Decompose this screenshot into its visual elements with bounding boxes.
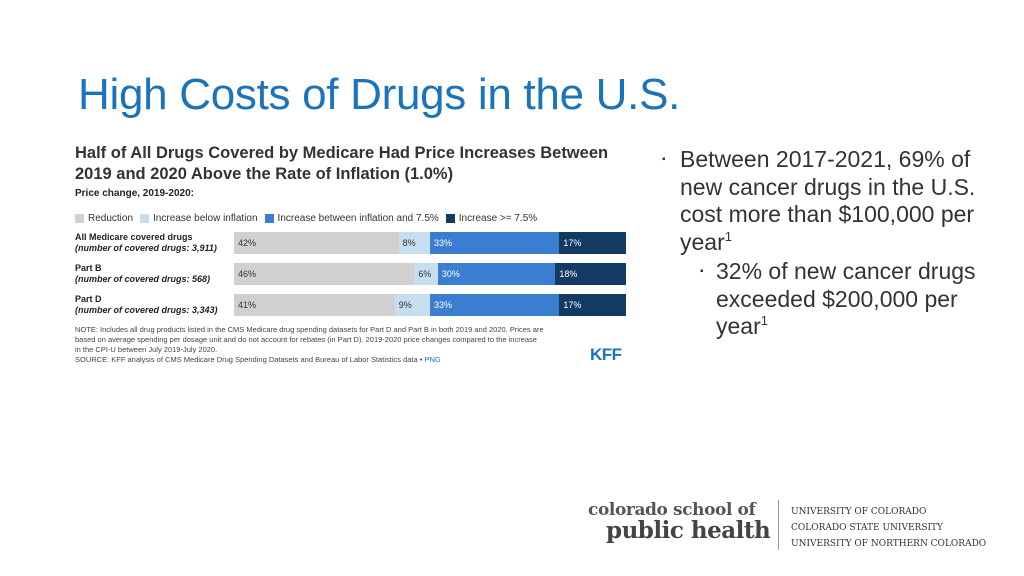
data-label: 42%: [238, 238, 257, 248]
category-label: All Medicare covered drugs (number of cov…: [75, 232, 234, 254]
category-count: (number of covered drugs: 568): [75, 274, 211, 284]
university-name: COLORADO STATE UNIVERSITY: [791, 523, 943, 533]
note-line: in the CPI-U between July 2019-July 2020…: [75, 345, 218, 354]
legend-swatch: [264, 214, 274, 223]
bullet-level2-text: 32% of new cancer drugs exceeded $200,00…: [716, 258, 976, 339]
chart-subtitle: Price change, 2019-2020:: [75, 188, 194, 199]
category-name: Part B: [75, 263, 102, 273]
legend-label: Increase >= 7.5%: [458, 213, 538, 224]
bullet-marker-icon: ▪: [662, 154, 666, 165]
footer-divider: [778, 500, 779, 550]
bullet-level1: ▪ Between 2017-2021, 69% of new cancer d…: [662, 146, 1002, 256]
data-label: 18%: [559, 269, 578, 279]
source-text: SOURCE: KFF analysis of CMS Medicare Dru…: [75, 355, 423, 364]
category-name: All Medicare covered drugs: [75, 232, 193, 242]
bullet-list: ▪ Between 2017-2021, 69% of new cancer d…: [662, 146, 1002, 341]
data-label: 33%: [433, 300, 452, 310]
bullet-marker-icon: ▪: [700, 266, 704, 277]
legend-item: Reduction: [75, 213, 133, 224]
legend-swatch: [445, 214, 455, 223]
bullet-level1-text: Between 2017-2021, 69% of new cancer dru…: [680, 146, 976, 255]
school-name-line1: colorado school of: [588, 500, 756, 520]
legend-label: Increase between inflation and 7.5%: [277, 213, 439, 224]
stacked-bar: 46% 6% 30% 18%: [234, 263, 626, 285]
category-label: Part B (number of covered drugs: 568): [75, 263, 234, 285]
school-name-line2: public health: [606, 517, 771, 544]
legend-swatch: [140, 214, 150, 223]
data-label: 30%: [441, 269, 460, 279]
bar-segment: 46%: [234, 263, 415, 285]
data-label: 46%: [238, 269, 257, 279]
kff-logo: KFF: [590, 345, 622, 364]
data-label: 8%: [402, 238, 416, 248]
category-count: (number of covered drugs: 3,911): [75, 243, 217, 253]
legend-label: Reduction: [88, 213, 134, 224]
bar-row: Part D (number of covered drugs: 3,343) 41…: [75, 294, 630, 316]
chart-legend: Reduction Increase below inflation Increas…: [75, 213, 630, 224]
png-link[interactable]: PNG: [424, 355, 441, 364]
bar-segment: 42%: [234, 232, 399, 254]
bar-segment: 17%: [559, 232, 626, 254]
data-label: 9%: [398, 300, 412, 310]
note-line: based on average spending per dosage uni…: [75, 335, 537, 344]
university-name: UNIVERSITY OF COLORADO: [791, 507, 927, 517]
data-label: 17%: [563, 238, 582, 248]
bar-segment: 6%: [414, 263, 438, 285]
university-list: UNIVERSITY OF COLORADO COLORADO STATE UN…: [791, 504, 986, 552]
data-label: 6%: [418, 269, 432, 279]
bar-segment: 33%: [429, 294, 560, 316]
stacked-bar: 42% 8% 33% 17%: [234, 232, 626, 254]
legend-label: Increase below inflation: [153, 213, 258, 224]
bar-segment: 18%: [555, 263, 626, 285]
data-label: 17%: [563, 300, 582, 310]
chart-title: Half of All Drugs Covered by Medicare Ha…: [75, 144, 609, 183]
data-label: 41%: [238, 300, 257, 310]
legend-item: Increase between inflation and 7.5%: [264, 213, 439, 224]
stacked-bar-chart: Half of All Drugs Covered by Medicare Ha…: [75, 143, 630, 388]
stacked-bar: 41% 9% 33% 17%: [234, 294, 626, 316]
bar-row: Part B (number of covered drugs: 568) 46% 6…: [75, 263, 630, 285]
legend-swatch: [75, 214, 84, 223]
category-name: Part D: [75, 294, 102, 304]
category-label: Part D (number of covered drugs: 3,343): [75, 294, 234, 316]
bar-segment: 8%: [398, 232, 430, 254]
legend-item: Increase below inflation: [140, 213, 258, 224]
chart-note: NOTE: Includes all drug products listed …: [75, 325, 585, 365]
legend-item: Increase >= 7.5%: [445, 213, 538, 224]
footnote-ref: 1: [724, 228, 732, 244]
bar-segment: 17%: [559, 294, 626, 316]
university-name: UNIVERSITY OF NORTHERN COLORADO: [791, 539, 987, 549]
footnote-ref: 1: [760, 313, 768, 328]
slide-title: High Costs of Drugs in the U.S.: [78, 70, 681, 119]
bar-segment: 41%: [234, 294, 395, 316]
bar-segment: 9%: [394, 294, 430, 316]
chart-rows: All Medicare covered drugs (number of cov…: [75, 232, 630, 316]
bullet-level2: ▪ 32% of new cancer drugs exceeded $200,…: [662, 258, 1002, 341]
note-line: NOTE: Includes all drug products listed …: [75, 325, 544, 334]
data-label: 33%: [433, 238, 452, 248]
bar-segment: 30%: [437, 263, 556, 285]
bar-segment: 33%: [429, 232, 560, 254]
bar-row: All Medicare covered drugs (number of cov…: [75, 232, 630, 254]
source-line: SOURCE: KFF analysis of CMS Medicare Dru…: [75, 355, 585, 365]
category-count: (number of covered drugs: 3,343): [75, 305, 218, 315]
